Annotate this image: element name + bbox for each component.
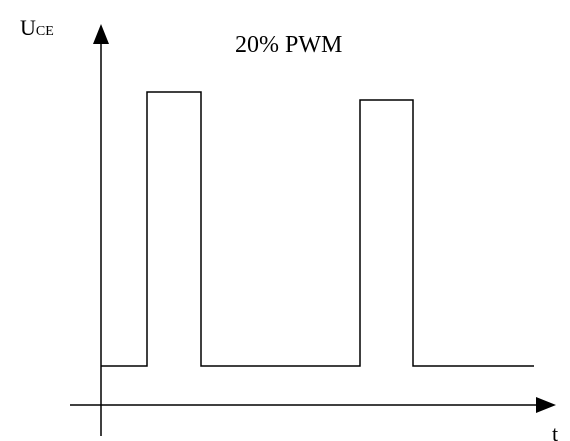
- x-axis-label: t: [552, 421, 559, 441]
- x-axis-arrow: [536, 397, 556, 413]
- y-axis-label-subscript: CE: [35, 24, 54, 39]
- y-axis-arrow: [93, 24, 109, 44]
- y-axis-label: UCE: [20, 17, 54, 39]
- y-axis-label-main: U: [20, 15, 36, 40]
- pwm-waveform: [101, 91, 534, 367]
- diagram-title: 20% PWM: [235, 32, 343, 58]
